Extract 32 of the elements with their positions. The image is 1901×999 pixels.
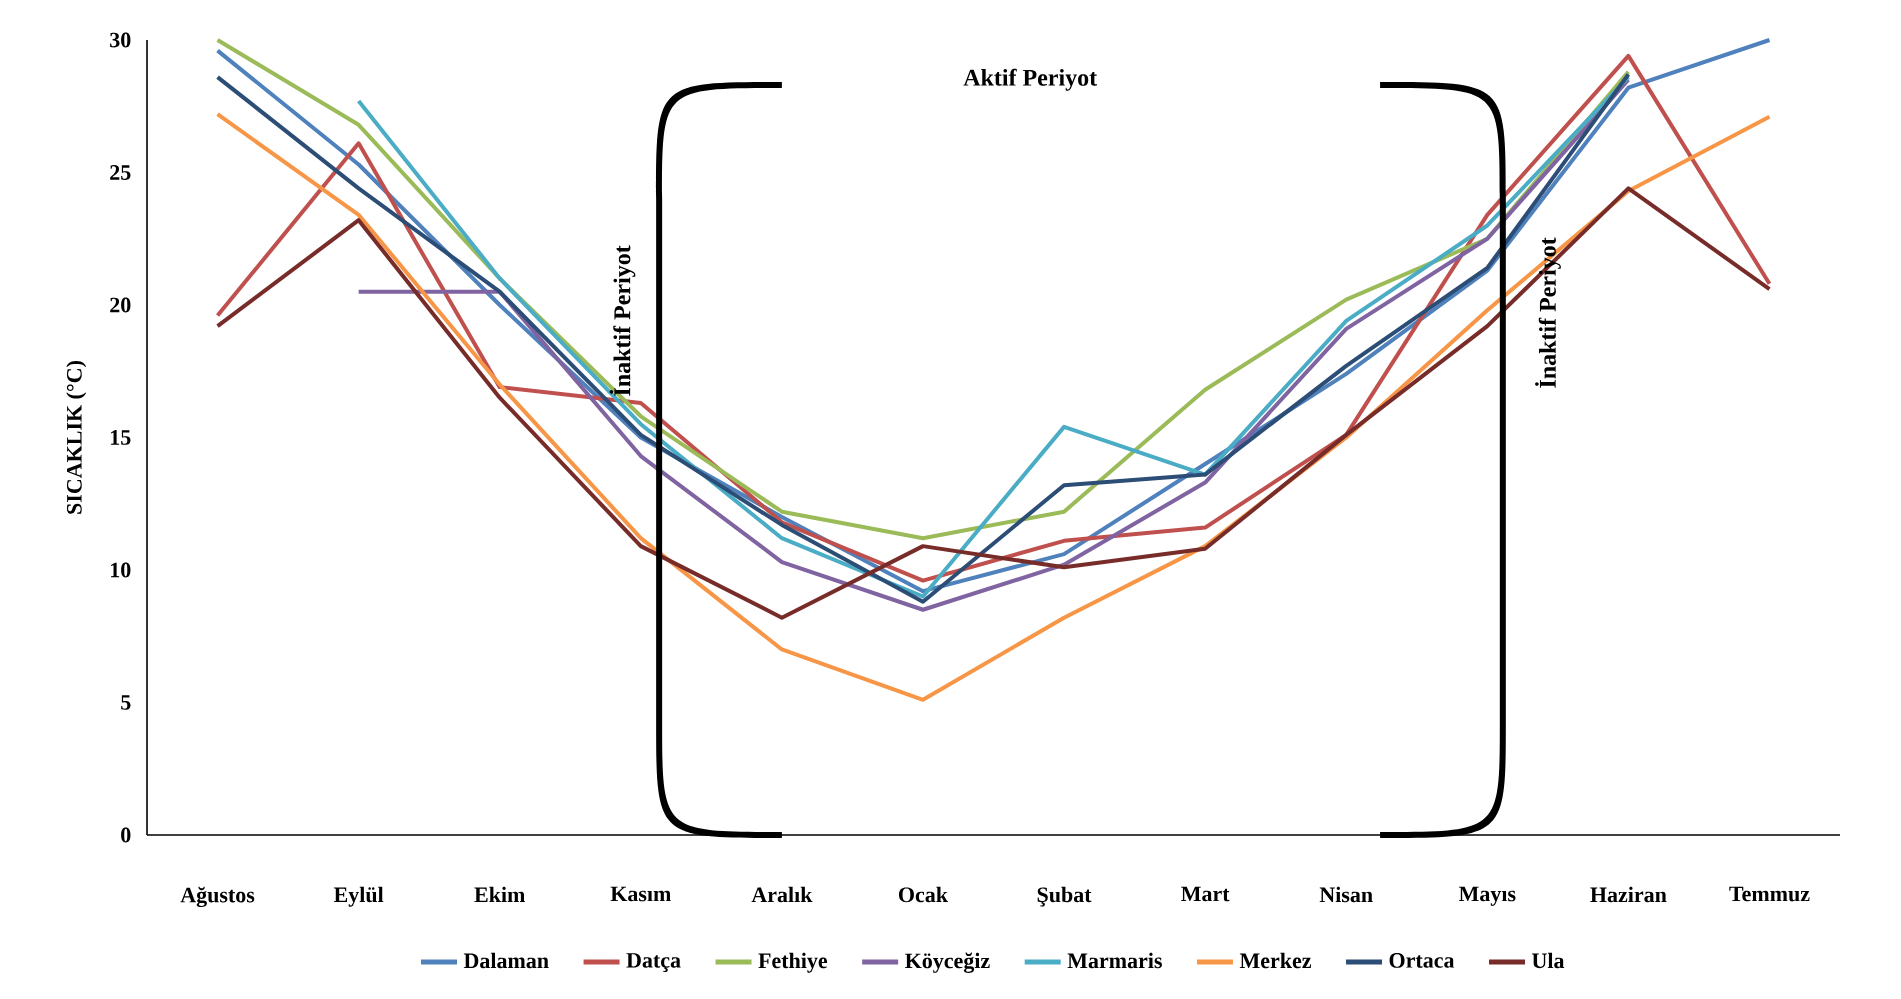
annotation: Aktif Periyot xyxy=(963,68,1098,91)
legend-label: Marmaris xyxy=(1067,952,1162,969)
y-tick-label: 10 xyxy=(111,562,131,578)
x-tick-label: Kasım xyxy=(610,886,671,902)
y-tick-label: 30 xyxy=(110,32,131,48)
x-tick-label: Ocak xyxy=(898,886,948,903)
legend-label: Merkez xyxy=(1239,952,1312,969)
y-tick-label: 0 xyxy=(121,827,131,843)
x-tick-label: Eylül xyxy=(333,886,384,907)
y-tick-label: 20 xyxy=(110,297,131,313)
x-tick-label: Şubat xyxy=(1037,886,1092,907)
x-tick-label: Mart xyxy=(1181,886,1230,902)
legend-label: Dalaman xyxy=(463,952,549,969)
x-tick-label: Ekim xyxy=(474,886,526,902)
annotation: İnaktif Periyot xyxy=(1535,237,1561,388)
x-tick-label: Mayıs xyxy=(1458,886,1516,906)
legend-label: Datça xyxy=(626,953,681,973)
legend-label: Fethiye xyxy=(758,952,828,973)
x-tick-label: Ağustos xyxy=(180,886,255,908)
y-tick-label: 5 xyxy=(121,695,131,710)
x-tick-label: Nisan xyxy=(1319,886,1373,903)
x-tick-label: Aralık xyxy=(751,886,813,903)
annotation: İnaktif Periyot xyxy=(609,245,636,396)
y-tick-label: 15 xyxy=(111,430,131,445)
y-tick-label: 25 xyxy=(110,165,131,180)
legend-label: Ula xyxy=(1532,952,1565,969)
y-axis-title: SICAKLIK (°C) xyxy=(66,361,87,514)
x-tick-label: Haziran xyxy=(1590,886,1667,903)
legend-label: Köyceğiz xyxy=(905,952,990,973)
legend-label: Ortaca xyxy=(1389,953,1455,968)
x-tick-label: Temmuz xyxy=(1729,886,1810,902)
line-series xyxy=(215,186,1772,620)
